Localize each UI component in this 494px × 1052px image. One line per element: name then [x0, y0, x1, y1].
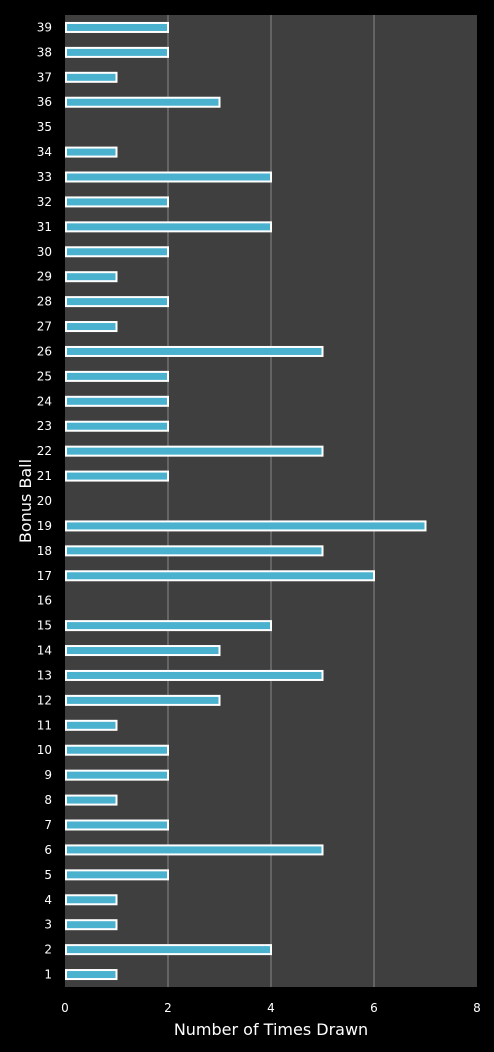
y-tick-label: 16 [37, 594, 52, 608]
y-tick-label: 39 [37, 20, 52, 34]
bar [65, 794, 118, 806]
bar [65, 719, 118, 731]
x-tick-labels: 0 2 4 6 8 [61, 1001, 481, 1015]
bar [65, 844, 324, 856]
x-tick-label: 2 [164, 1001, 172, 1015]
y-tick-label: 7 [44, 818, 52, 832]
y-tick-label: 18 [37, 544, 52, 558]
bar [65, 420, 169, 432]
bar [65, 894, 118, 906]
y-tick-label: 24 [37, 394, 52, 408]
bar [65, 146, 118, 158]
bars [65, 21, 427, 981]
y-tick-label: 27 [37, 320, 52, 334]
y-tick-label: 14 [37, 644, 52, 658]
bar [65, 620, 272, 632]
y-tick-label: 13 [37, 668, 52, 682]
y-tick-label: 1 [44, 968, 52, 982]
y-tick-label: 31 [37, 220, 52, 234]
y-tick-label: 10 [37, 743, 52, 757]
y-tick-label: 29 [37, 270, 52, 284]
y-tick-label: 21 [37, 469, 52, 483]
y-tick-label: 17 [37, 569, 52, 583]
y-tick-labels: 1234567891011121314151617181920212223242… [37, 20, 52, 981]
y-tick-label: 8 [44, 793, 52, 807]
y-tick-label: 5 [44, 868, 52, 882]
bar [65, 645, 221, 657]
bar [65, 769, 169, 781]
y-tick-label: 22 [37, 444, 52, 458]
bar [65, 46, 169, 58]
bar [65, 271, 118, 283]
y-tick-label: 37 [37, 70, 52, 84]
bar [65, 694, 221, 706]
y-tick-label: 35 [37, 120, 52, 134]
bar [65, 969, 118, 981]
bar [65, 869, 169, 881]
bar [65, 520, 427, 532]
x-tick-label: 8 [473, 1001, 481, 1015]
y-tick-label: 20 [37, 494, 52, 508]
bar [65, 171, 272, 183]
bar [65, 321, 118, 333]
bar [65, 944, 272, 956]
y-tick-label: 26 [37, 344, 52, 358]
x-axis-title: Number of Times Drawn [174, 1020, 368, 1039]
bar [65, 221, 272, 233]
bar [65, 395, 169, 407]
bar [65, 744, 169, 756]
bar [65, 669, 324, 681]
bar [65, 370, 169, 382]
y-tick-label: 30 [37, 245, 52, 259]
y-tick-label: 34 [37, 145, 52, 159]
y-axis-title: Bonus Ball [16, 459, 35, 543]
bar [65, 345, 324, 357]
y-tick-label: 12 [37, 693, 52, 707]
y-tick-label: 9 [44, 768, 52, 782]
bar [65, 570, 375, 582]
y-tick-label: 19 [37, 519, 52, 533]
y-tick-label: 28 [37, 295, 52, 309]
y-tick-label: 4 [44, 893, 52, 907]
y-tick-label: 11 [37, 718, 52, 732]
y-tick-label: 23 [37, 419, 52, 433]
y-tick-label: 2 [44, 943, 52, 957]
y-tick-label: 33 [37, 170, 52, 184]
bar [65, 246, 169, 258]
y-tick-label: 15 [37, 619, 52, 633]
x-tick-label: 6 [370, 1001, 378, 1015]
x-tick-label: 0 [61, 1001, 69, 1015]
bar [65, 819, 169, 831]
y-tick-label: 6 [44, 843, 52, 857]
bar [65, 21, 169, 33]
bar [65, 545, 324, 557]
bar [65, 919, 118, 931]
y-tick-label: 3 [44, 918, 52, 932]
x-tick-label: 4 [267, 1001, 275, 1015]
bar [65, 71, 118, 83]
bar [65, 445, 324, 457]
y-tick-label: 36 [37, 95, 52, 109]
bar [65, 470, 169, 482]
y-tick-label: 25 [37, 369, 52, 383]
bar [65, 96, 221, 108]
bar [65, 196, 169, 208]
bar [65, 296, 169, 308]
y-tick-label: 32 [37, 195, 52, 209]
y-tick-label: 38 [37, 45, 52, 59]
